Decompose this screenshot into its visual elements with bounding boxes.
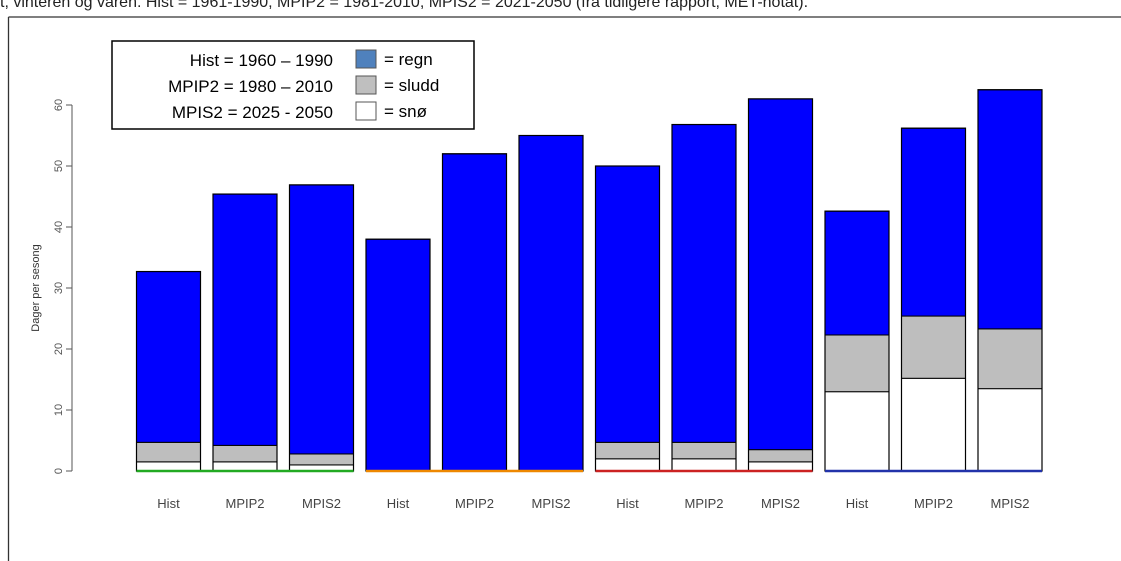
bar-segment-regn	[289, 184, 354, 455]
bar-segment-sludd	[977, 328, 1043, 390]
legend-swatch-label: = regn	[384, 50, 433, 69]
bar-segment-sludd	[289, 453, 354, 466]
x-tick-label: Hist	[157, 496, 180, 511]
page-header-text: t, vinteren og våren. Hist = 1961-1990, …	[0, 0, 809, 11]
legend-swatch-label: = sludd	[384, 76, 439, 95]
x-tick-label: MPIS2	[302, 496, 341, 511]
bar-segment-regn	[595, 165, 660, 443]
legend-box	[111, 40, 475, 130]
x-tick-label: MPIP2	[455, 496, 494, 511]
bar-segment-regn	[518, 135, 584, 472]
bar-segment-regn	[212, 193, 278, 446]
legend-period-mpis2: MPIS2 = 2025 - 2050	[172, 103, 333, 122]
legend-swatch	[355, 75, 377, 95]
bar-segment-sludd	[595, 441, 660, 460]
y-axis-label: Dager per sesong	[30, 244, 42, 331]
legend-period-hist: Hist = 1960 – 1990	[190, 51, 333, 70]
y-tick-label: 20	[53, 343, 65, 355]
y-tick-label: 10	[53, 404, 65, 416]
x-tick-labels: Hist MPIP2 MPIS2 Hist MPIP2 MPIS2 Hist MPIP2 MPI…	[157, 496, 1029, 511]
y-tick-label: 50	[53, 160, 65, 172]
bar-segment-snø	[748, 461, 813, 472]
bar-segment-sludd	[671, 441, 737, 460]
x-tick-label: Hist	[616, 496, 639, 511]
bar-segment-snø	[136, 461, 201, 472]
y-tick-label: 30	[53, 282, 65, 294]
x-tick-label: Hist	[387, 496, 410, 511]
legend-swatch-label: = snø	[384, 102, 427, 121]
bar-segment-regn	[442, 153, 507, 472]
bar-segment-snø	[671, 458, 737, 472]
bar-segment-snø	[824, 391, 890, 472]
bar-segment-regn	[136, 271, 201, 443]
bar-segment-regn	[901, 127, 966, 317]
bars	[135, 89, 1043, 472]
bar-segment-sludd	[136, 441, 201, 463]
bar-segment-regn	[671, 124, 737, 443]
bar-segment-sludd	[748, 449, 813, 463]
legend-swatch	[355, 101, 377, 121]
bar-segment-snø	[212, 461, 278, 472]
legend-swatch	[355, 49, 377, 69]
bar-segment-regn	[365, 238, 431, 472]
legend: Hist = 1960 – 1990 MPIP2 = 1980 – 2010 M…	[111, 40, 475, 130]
x-tick-label: MPIS2	[761, 496, 800, 511]
bar-segment-sludd	[824, 334, 890, 393]
y-tick-label: 60	[53, 99, 65, 111]
bar-segment-regn	[748, 98, 813, 451]
bar-segment-snø	[977, 388, 1043, 472]
y-tick-label: 40	[53, 221, 65, 233]
bar-segment-snø	[901, 377, 966, 472]
bar-segment-regn	[824, 210, 890, 336]
bar-segment-sludd	[901, 315, 966, 379]
x-tick-label: MPIS2	[990, 496, 1029, 511]
x-tick-label: MPIP2	[225, 496, 264, 511]
legend-period-mpip2: MPIP2 = 1980 – 2010	[168, 77, 333, 96]
x-tick-label: MPIS2	[531, 496, 570, 511]
x-tick-label: MPIP2	[914, 496, 953, 511]
y-axis: 0 10 20 30 40 50 60	[53, 99, 73, 474]
y-tick-label: 0	[53, 468, 65, 474]
bar-segment-regn	[977, 89, 1043, 330]
bar-segment-sludd	[212, 444, 278, 463]
bar-segment-snø	[595, 458, 660, 472]
x-tick-label: Hist	[846, 496, 869, 511]
x-tick-label: MPIP2	[684, 496, 723, 511]
